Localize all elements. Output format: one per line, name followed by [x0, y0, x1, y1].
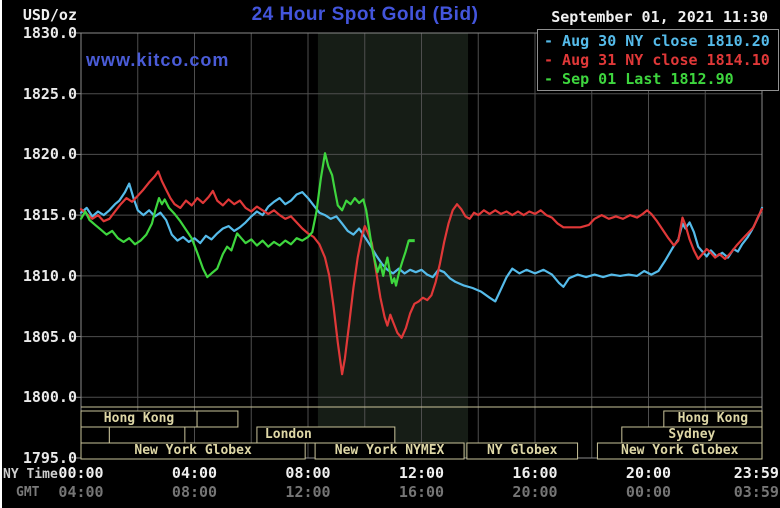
session-box-new-york-globex — [596, 442, 763, 460]
y-axis-unit-label: USD/oz — [22, 6, 77, 24]
y-axis-tick-label: 1815.0 — [22, 206, 77, 225]
y-axis-tick-label: 1810.0 — [22, 266, 77, 285]
ny-time-tick-label: 12:00 — [398, 464, 445, 482]
session-box-empty — [108, 426, 186, 444]
session-box-empty — [196, 410, 239, 428]
session-label: London — [264, 427, 312, 442]
legend-item: - Aug 30 NY close 1810.20 — [544, 32, 770, 50]
y-axis-tick-label: 1795.0 — [22, 449, 77, 467]
series-line-sep-01 — [79, 152, 410, 287]
session-label: New York Globex — [134, 443, 252, 458]
chart-timestamp: September 01, 2021 11:30 — [551, 8, 768, 26]
y-axis-tick-label: 1825.0 — [22, 84, 77, 103]
series-line-aug-31 — [79, 170, 764, 376]
session-label: New York NYMEX — [334, 443, 445, 458]
y-axis-tick-label: 1820.0 — [22, 145, 77, 164]
y-axis-tick-label: 1805.0 — [22, 327, 77, 346]
ny-time-tick-label: 20:00 — [625, 464, 672, 482]
gmt-axis-label: GMT — [16, 485, 40, 500]
ny-time-axis-label: NY Time — [3, 467, 58, 482]
y-axis-tick-label: 1800.0 — [22, 388, 77, 407]
ny-time-tick-label: 16:00 — [512, 464, 558, 482]
ny-time-tick-label: 23:59 — [733, 464, 779, 482]
legend-item: - Aug 31 NY close 1814.10 — [544, 51, 770, 69]
legend-box: - Aug 30 NY close 1810.20- Aug 31 NY clo… — [537, 29, 779, 91]
session-box-ny-globex — [466, 442, 579, 460]
session-label: New York Globex — [621, 443, 739, 458]
legend-item: - Sep 01 Last 1812.90 — [544, 70, 734, 88]
gmt-tick-label: 16:00 — [398, 483, 445, 501]
gmt-tick-label: 08:00 — [171, 483, 218, 501]
session-box-empty — [80, 426, 110, 444]
image-left-border — [0, 0, 2, 508]
gmt-tick-label: 03:59 — [733, 483, 779, 501]
session-label: Sydney — [668, 427, 716, 442]
session-box-new-york-nymex — [314, 442, 465, 460]
session-label: NY Globex — [486, 443, 558, 458]
ny-time-tick-label: 04:00 — [171, 464, 218, 482]
gmt-tick-label: 04:00 — [58, 483, 104, 501]
nymex-session-band — [317, 33, 469, 458]
ny-time-tick-label: 00:00 — [58, 464, 104, 482]
gmt-tick-label: 12:00 — [285, 483, 331, 501]
kitco-watermark: www.kitco.com — [86, 50, 230, 70]
session-label: Hong Kong — [103, 411, 175, 426]
ny-time-tick-label: 08:00 — [285, 464, 331, 482]
session-label: Hong Kong — [677, 411, 749, 426]
gmt-tick-label: 00:00 — [625, 483, 672, 501]
y-axis-tick-label: 1830.0 — [22, 24, 77, 42]
session-box-new-york-globex — [80, 442, 306, 460]
gmt-tick-label: 20:00 — [512, 483, 558, 501]
chart-title: 24 Hour Spot Gold (Bid) — [251, 4, 479, 25]
